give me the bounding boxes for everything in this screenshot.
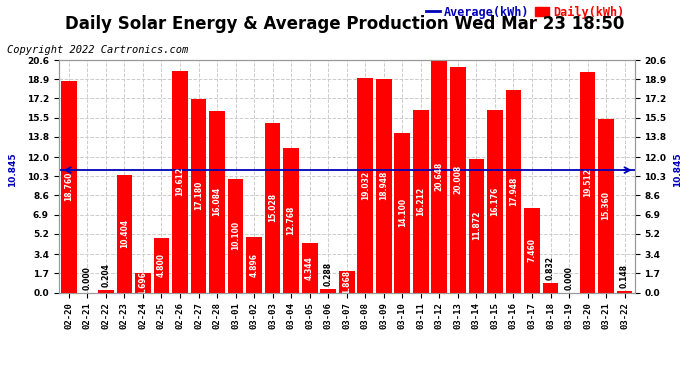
Text: 17.948: 17.948: [509, 177, 518, 206]
Text: 0.000: 0.000: [564, 266, 573, 290]
Bar: [450, 67, 466, 292]
Bar: [469, 159, 484, 292]
Text: 0.000: 0.000: [83, 266, 92, 290]
Text: 16.084: 16.084: [213, 187, 221, 216]
Text: 0.288: 0.288: [324, 262, 333, 286]
Bar: [228, 178, 244, 292]
Text: 7.460: 7.460: [527, 238, 537, 262]
Bar: [431, 60, 447, 292]
Bar: [190, 99, 206, 292]
Bar: [98, 290, 114, 292]
Bar: [135, 273, 151, 292]
Text: 17.180: 17.180: [194, 181, 203, 210]
Text: 1.696: 1.696: [139, 271, 148, 295]
Text: 18.948: 18.948: [380, 171, 388, 200]
Bar: [302, 243, 317, 292]
Bar: [357, 78, 373, 292]
Text: 1.868: 1.868: [342, 270, 351, 294]
Text: 10.845: 10.845: [673, 153, 682, 188]
Text: 4.800: 4.800: [157, 254, 166, 278]
Text: 10.100: 10.100: [231, 221, 240, 250]
Bar: [61, 81, 77, 292]
Bar: [117, 175, 132, 292]
Text: 18.760: 18.760: [64, 172, 73, 201]
Bar: [265, 123, 281, 292]
Bar: [395, 134, 410, 292]
Text: Copyright 2022 Cartronics.com: Copyright 2022 Cartronics.com: [7, 45, 188, 55]
Legend: Average(kWh), Daily(kWh): Average(kWh), Daily(kWh): [422, 1, 629, 23]
Text: 0.204: 0.204: [101, 264, 110, 287]
Bar: [209, 111, 225, 292]
Text: 16.212: 16.212: [416, 186, 425, 216]
Bar: [598, 119, 614, 292]
Bar: [246, 237, 262, 292]
Bar: [172, 71, 188, 292]
Text: 19.512: 19.512: [583, 168, 592, 197]
Text: 4.896: 4.896: [250, 253, 259, 277]
Text: 4.344: 4.344: [305, 256, 314, 280]
Bar: [580, 72, 595, 292]
Text: 19.032: 19.032: [361, 171, 370, 200]
Bar: [154, 238, 169, 292]
Text: 20.008: 20.008: [453, 165, 462, 194]
Bar: [524, 208, 540, 292]
Text: 20.648: 20.648: [435, 161, 444, 190]
Text: 10.404: 10.404: [120, 219, 129, 248]
Text: Daily Solar Energy & Average Production Wed Mar 23 18:50: Daily Solar Energy & Average Production …: [66, 15, 624, 33]
Text: 14.100: 14.100: [398, 198, 407, 228]
Text: 15.028: 15.028: [268, 193, 277, 222]
Bar: [413, 110, 428, 292]
Bar: [339, 272, 355, 292]
Bar: [320, 289, 336, 292]
Text: 16.176: 16.176: [491, 187, 500, 216]
Bar: [376, 79, 392, 292]
Text: 11.872: 11.872: [472, 211, 481, 240]
Text: 19.612: 19.612: [175, 167, 184, 196]
Bar: [487, 110, 503, 292]
Bar: [617, 291, 633, 292]
Bar: [542, 283, 558, 292]
Text: 15.360: 15.360: [602, 191, 611, 220]
Text: 0.832: 0.832: [546, 256, 555, 280]
Bar: [284, 148, 299, 292]
Text: 12.768: 12.768: [286, 206, 295, 235]
Bar: [506, 90, 522, 292]
Text: 10.845: 10.845: [8, 153, 17, 188]
Text: 0.148: 0.148: [620, 264, 629, 288]
